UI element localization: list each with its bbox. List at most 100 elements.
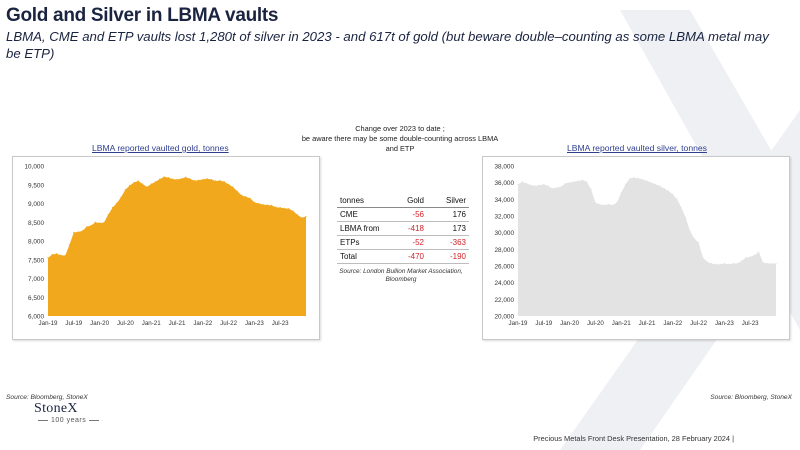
silver-y-tick-label: 34,000: [494, 197, 514, 204]
gold-data-point: [253, 201, 255, 203]
silver-x-tick-label: Jan-23: [715, 320, 734, 327]
silver-y-tick-label: 30,000: [494, 230, 514, 237]
gold-data-point: [266, 204, 268, 206]
silver-data-point: [629, 177, 631, 180]
gold-data-point: [159, 178, 161, 180]
silver-data-point: [775, 262, 777, 265]
gold-x-tick-label: Jan-21: [142, 320, 161, 327]
gold-data-point: [94, 221, 96, 223]
gold-data-point: [107, 214, 109, 216]
gold-data-point: [228, 183, 230, 185]
table-cell-gold: -418: [391, 221, 427, 236]
silver-y-tick-label: 26,000: [494, 264, 514, 271]
gold-y-tick-label: 6,500: [28, 295, 44, 302]
gold-y-tick-label: 7,000: [28, 276, 44, 283]
gold-data-point: [142, 183, 144, 185]
footer-text: Precious Metals Front Desk Presentation,…: [533, 434, 734, 443]
gold-y-tick-label: 6,000: [28, 314, 44, 321]
silver-x-tick-label: Jul-19: [535, 320, 552, 327]
gold-data-point: [215, 180, 217, 182]
silver-data-point: [538, 184, 541, 186]
table-row: ETPs -52 -363: [337, 235, 469, 250]
gold-x-tick-label: Jul-20: [117, 320, 134, 327]
table-cell-gold: -470: [391, 249, 427, 264]
gold-data-point: [146, 186, 148, 188]
gold-data-point: [64, 255, 66, 257]
gold-data-point: [51, 253, 53, 256]
silver-x-tick-label: Jul-20: [587, 320, 604, 327]
gold-data-point: [90, 225, 92, 227]
table-header-gold: Gold: [391, 194, 427, 208]
silver-data-point: [551, 187, 553, 190]
silver-data-point: [762, 262, 764, 264]
silver-data-point: [710, 262, 713, 265]
gold-data-point: [99, 222, 101, 224]
silver-data-point: [723, 262, 725, 265]
gold-y-tick-label: 8,000: [28, 239, 44, 246]
silver-data-point: [672, 193, 674, 195]
table-source: Source: London Bullion Market Associatio…: [339, 268, 463, 283]
silver-x-tick-label: Jan-20: [560, 320, 579, 327]
gold-data-point: [185, 176, 187, 178]
silver-x-tick-label: Jul-22: [690, 320, 707, 327]
table-row-label: CME: [337, 207, 391, 222]
gold-data-point: [111, 207, 114, 209]
gold-data-point: [77, 231, 79, 233]
silver-data-point: [624, 183, 627, 185]
gold-data-point: [245, 196, 247, 198]
table-row-label: LBMA from: [337, 221, 391, 236]
source-note-left: Source: Bloomberg, StoneX: [6, 394, 88, 401]
silver-data-point: [676, 198, 678, 200]
silver-data-point: [642, 178, 644, 180]
gold-chart: 6,000 6,500 7,000 7,500 8,000 8,500 9,000 9,500…: [24, 164, 307, 327]
gold-data-point: [47, 257, 49, 259]
gold-data-point: [68, 244, 71, 246]
page-subtitle: LBMA, CME and ETP vaults lost 1,280t of …: [6, 29, 769, 61]
silver-data-point: [564, 182, 566, 185]
gold-data-point: [116, 202, 118, 204]
gold-chart-title: LBMA reported vaulted gold, tonnes: [92, 143, 229, 153]
gold-data-point: [236, 190, 238, 192]
source-note-right: Source: Bloomberg, StoneX: [710, 394, 792, 401]
gold-x-tick-label: Jul-19: [65, 320, 82, 327]
gold-data-point: [296, 214, 298, 216]
gold-y-tick-label: 8,500: [28, 220, 44, 227]
silver-data-point: [702, 257, 704, 259]
gold-x-tick-label: Jan-23: [245, 320, 264, 327]
silver-data-point: [607, 203, 609, 205]
table-row: Total -470 -190: [337, 249, 469, 264]
silver-data-point: [646, 180, 648, 182]
change-note-line-1: Change over 2023 to date ;: [355, 124, 445, 133]
silver-data-point: [655, 183, 657, 185]
table-cell-silver: -363: [427, 235, 469, 250]
silver-data-point: [753, 254, 756, 256]
silver-data-point: [616, 202, 618, 204]
gold-y-tick-label: 10,000: [24, 164, 44, 171]
silver-x-tick-label: Jan-19: [509, 320, 528, 327]
silver-data-point: [521, 181, 523, 183]
silver-data-point: [689, 230, 691, 232]
table-cell-gold: -56: [391, 207, 427, 222]
gold-x-tick-label: Jul-22: [220, 320, 237, 327]
silver-data-point: [573, 181, 575, 183]
gold-data-point: [223, 181, 225, 183]
table-row-label: Total: [337, 249, 391, 264]
gold-data-point: [150, 183, 152, 185]
gold-data-point: [73, 231, 75, 233]
silver-data-point: [732, 262, 734, 265]
silver-data-point: [543, 183, 545, 185]
table-cell-silver: 173: [427, 221, 469, 236]
table-cell-silver: -190: [427, 249, 469, 264]
change-note-line-3: and ETP: [385, 144, 415, 153]
gold-data-point: [283, 207, 286, 209]
silver-data-point: [745, 257, 747, 259]
silver-data-point: [517, 183, 519, 185]
gold-data-point: [163, 176, 165, 178]
gold-data-point: [189, 178, 191, 180]
table-header-row: tonnes Gold Silver: [337, 194, 469, 208]
gold-data-point: [249, 197, 251, 199]
silver-data-point: [667, 190, 670, 192]
change-note-line-2: be aware there may be some double-counti…: [301, 134, 499, 143]
gold-data-point: [103, 222, 105, 224]
silver-data-point: [719, 263, 721, 265]
